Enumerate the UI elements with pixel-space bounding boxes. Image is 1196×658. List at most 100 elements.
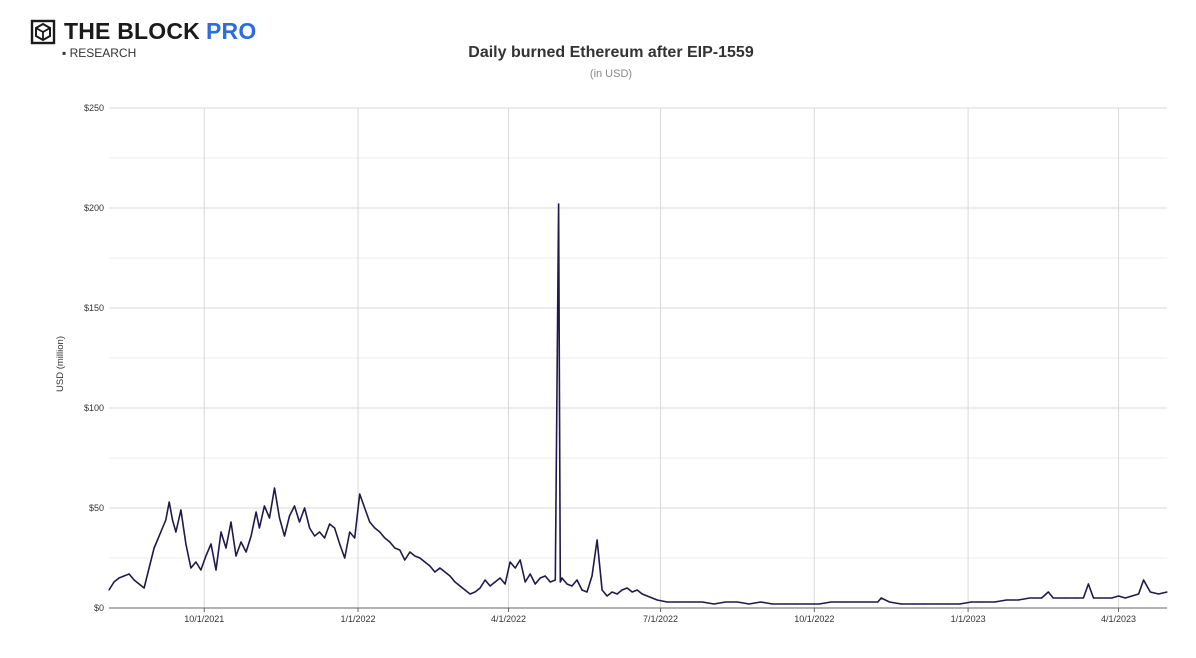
y-axis-ticks: $0 $50 $100 $150 $200 $250 [84, 103, 104, 613]
data-point [1029, 597, 1031, 599]
data-point [529, 573, 531, 575]
data-point [566, 583, 568, 585]
data-point [379, 531, 381, 533]
data-point [268, 517, 271, 519]
data-point [1052, 597, 1054, 599]
data-point [621, 589, 623, 591]
series-line [108, 203, 1168, 605]
data-point [108, 589, 110, 591]
data-point [165, 519, 167, 521]
data-point [935, 603, 937, 605]
data-point [235, 555, 237, 557]
data-point [298, 521, 301, 523]
data-point [626, 587, 628, 589]
data-point [414, 555, 416, 557]
data-point [558, 203, 560, 205]
data-point [1082, 597, 1084, 599]
data-point [666, 601, 668, 603]
data-point [293, 505, 296, 507]
data-point [464, 589, 466, 591]
data-point [429, 565, 431, 567]
data-point [180, 509, 182, 511]
data-point [168, 501, 170, 503]
chart-subtitle: (in USD) [589, 68, 633, 80]
x-tick-label: 10/1/2021 [184, 614, 224, 624]
data-point [959, 603, 961, 605]
data-point [651, 597, 653, 599]
data-point [399, 549, 401, 551]
data-point [539, 577, 541, 579]
data-point [807, 603, 809, 605]
x-tick-label: 7/1/2022 [643, 614, 678, 624]
data-point [646, 595, 648, 597]
cube-logo-icon [30, 19, 56, 44]
data-point [444, 571, 446, 573]
data-point [818, 603, 820, 605]
data-point [195, 561, 197, 563]
data-point [656, 599, 658, 601]
data-point [576, 579, 578, 581]
data-point [404, 559, 406, 561]
y-axis-label: USD (million) [55, 336, 66, 392]
y-tick-label: $150 [84, 303, 104, 313]
data-point [571, 585, 573, 587]
data-point [118, 577, 120, 579]
data-point [324, 537, 326, 539]
data-point [771, 603, 774, 605]
data-point [1149, 591, 1151, 593]
data-point [830, 601, 832, 603]
data-point [278, 517, 281, 519]
data-point [842, 601, 844, 603]
data-point [334, 527, 336, 529]
data-point [783, 603, 785, 605]
data-point [1111, 597, 1113, 599]
data-point [994, 601, 996, 603]
y-tick-label: $250 [84, 103, 104, 113]
data-point [1041, 597, 1043, 599]
data-point [245, 551, 247, 553]
data-point [329, 523, 331, 525]
data-point [1124, 597, 1126, 599]
data-point [880, 597, 882, 599]
data-point [273, 487, 276, 489]
brand-logo: THE BLOCK PRO ▪ RESEARCH [30, 18, 256, 60]
x-tick-label: 10/1/2022 [794, 614, 834, 624]
data-point [171, 519, 174, 521]
data-point [534, 583, 536, 585]
data-point [494, 581, 496, 583]
data-point [454, 581, 456, 583]
data-point [175, 531, 177, 533]
data-point [283, 535, 286, 537]
brand-subtitle: ▪ RESEARCH [62, 46, 137, 60]
data-point [641, 593, 643, 595]
data-point [499, 577, 501, 579]
data-point [113, 581, 115, 583]
data-point [309, 527, 311, 529]
chart-title: Daily burned Ethereum after EIP-1559 [468, 44, 754, 61]
data-point [606, 595, 608, 597]
data-points [108, 203, 1168, 605]
data-point [160, 531, 162, 533]
data-point [143, 587, 145, 589]
data-point [616, 593, 618, 595]
data-point [1087, 583, 1089, 585]
data-point [240, 541, 242, 543]
data-point [374, 527, 376, 529]
data-point [474, 591, 476, 593]
data-point [215, 569, 217, 571]
data-point [636, 589, 638, 591]
data-point [561, 577, 563, 579]
data-point [138, 583, 140, 585]
data-point [586, 591, 588, 593]
data-point [504, 583, 506, 585]
data-point [484, 579, 486, 581]
y-tick-label: $50 [89, 503, 104, 513]
x-axis-ticks: 10/1/2021 1/1/2022 4/1/2022 7/1/2022 10/1/20… [184, 608, 1136, 624]
data-point [148, 567, 150, 569]
data-point [1076, 597, 1078, 599]
data-point [255, 511, 257, 513]
x-tick-label: 1/1/2022 [341, 614, 376, 624]
data-point [449, 575, 451, 577]
data-point [690, 601, 692, 603]
data-point [1158, 593, 1160, 595]
